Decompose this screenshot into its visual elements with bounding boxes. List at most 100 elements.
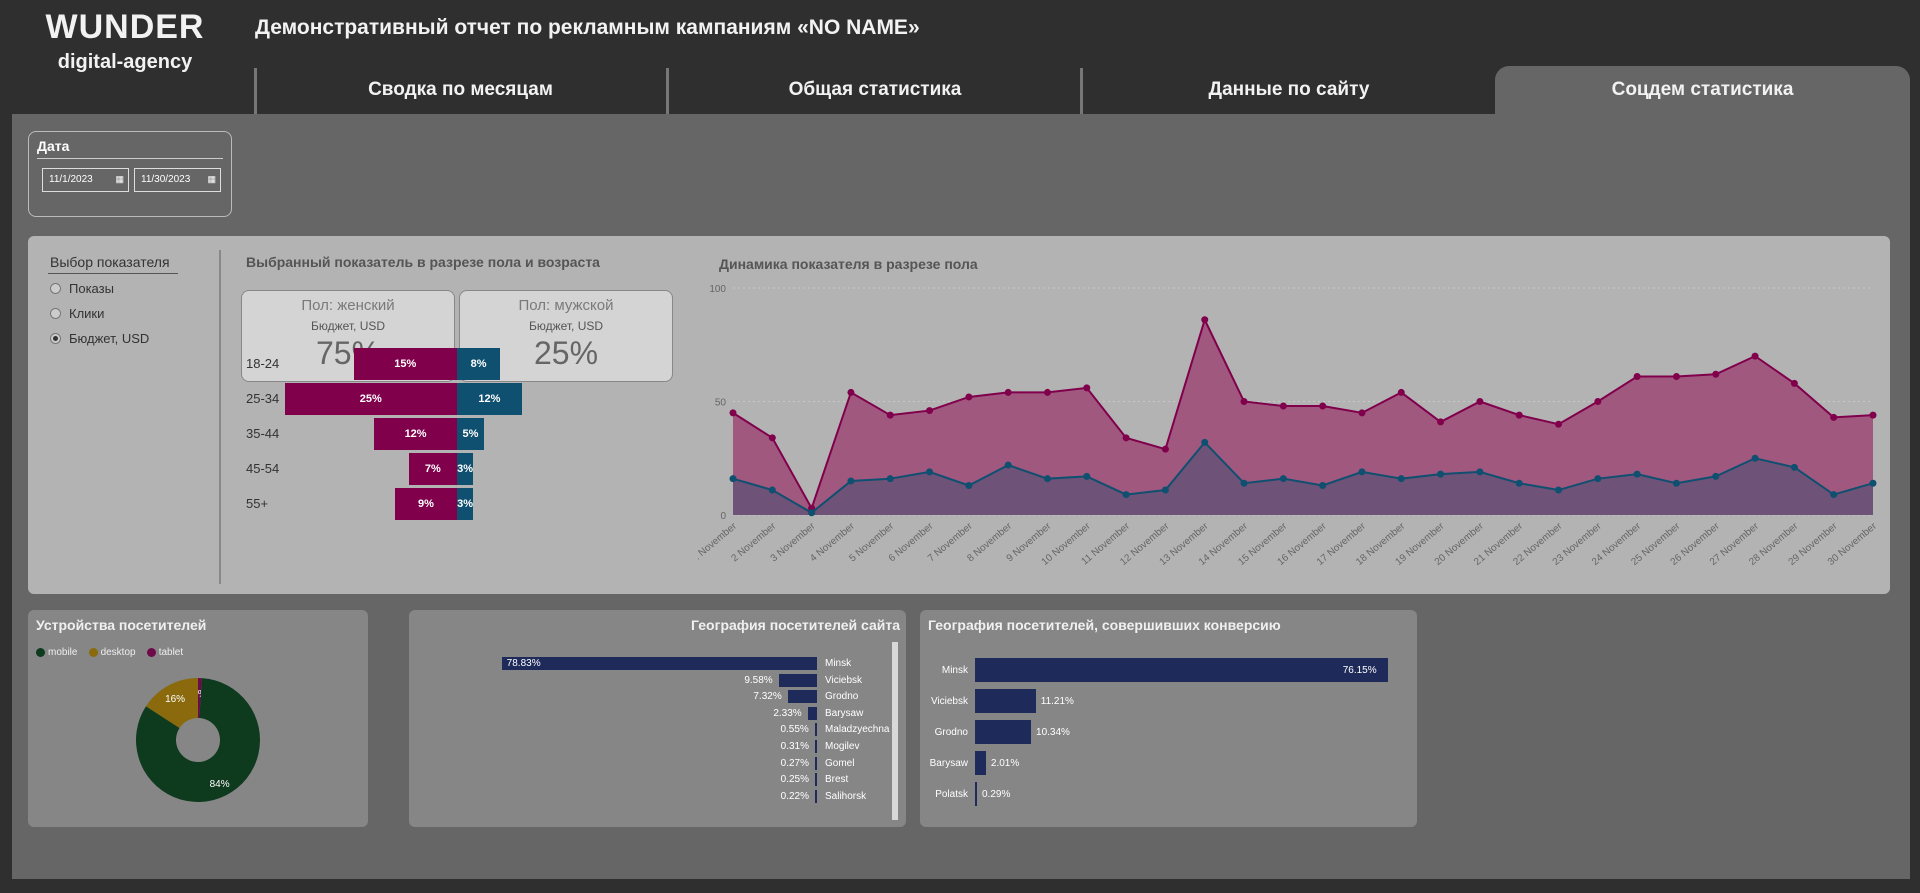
donut-slice-mobile[interactable] [136,678,260,802]
data-point[interactable] [1161,445,1169,453]
data-point[interactable] [1555,420,1563,428]
data-point[interactable] [1083,472,1091,480]
calendar-icon[interactable]: ▦ [207,174,216,184]
data-point[interactable] [1476,398,1484,405]
geo-site-label: Minsk [825,658,852,669]
data-point[interactable] [1751,454,1759,462]
radio-budget[interactable]: Бюджет, USD [50,331,149,346]
end-date-input[interactable]: 11/30/2023 ▦ [134,168,221,192]
geo-site-scrollbar[interactable] [892,642,898,820]
data-point[interactable] [1869,479,1877,487]
data-point[interactable] [1122,491,1130,499]
data-point[interactable] [1004,461,1012,469]
radio-icon [50,308,61,319]
data-point[interactable] [1043,475,1051,483]
data-point[interactable] [1279,402,1287,410]
geo-site-value: 0.27% [780,757,809,769]
data-point[interactable] [1397,388,1405,396]
data-point[interactable] [1279,475,1287,483]
data-point[interactable] [1397,475,1405,483]
data-point[interactable] [1240,479,1248,487]
date-slicer: Дата 11/1/2023 ▦ 11/30/2023 ▦ [28,131,232,217]
data-point[interactable] [729,409,737,417]
female-card-metric: Бюджет, USD [310,319,386,333]
tab-sociodem-stats[interactable]: Соцдем статистика [1495,66,1910,114]
radio-clicks[interactable]: Клики [50,306,104,321]
data-point[interactable] [1672,373,1680,381]
data-point[interactable] [926,468,934,476]
geo-site-label: Gomel [825,757,855,769]
data-point[interactable] [768,486,776,494]
data-point[interactable] [1790,463,1798,471]
geo-conv-value: 11.21% [1040,696,1074,707]
tab-divider [254,68,257,114]
data-point[interactable] [965,393,973,401]
geo-conv-label: Grodno [934,727,968,738]
geo-conv-bar [975,689,1036,713]
female-bar: 25% [284,383,457,415]
data-point[interactable] [1555,486,1563,494]
start-date-input[interactable]: 11/1/2023 ▦ [42,168,129,192]
data-point[interactable] [1240,398,1248,405]
data-point[interactable] [1712,370,1720,378]
data-point[interactable] [1358,468,1366,476]
y-tick-label: 50 [715,398,727,409]
logo-line2: digital-agency [57,51,193,73]
geo-site-value: 78.83% [506,658,541,669]
legend-label: tablet [158,647,184,658]
y-tick-label: 0 [720,511,726,522]
data-point[interactable] [1515,411,1523,419]
data-point[interactable] [1594,398,1602,405]
donut-slice-tablet[interactable] [198,678,202,719]
data-point[interactable] [886,475,894,483]
radio-impressions[interactable]: Показы [50,281,114,296]
devices-title: Устройства посетителей [36,617,207,633]
data-point[interactable] [1319,481,1327,489]
data-point[interactable] [1712,472,1720,480]
data-point[interactable] [808,509,816,517]
data-point[interactable] [1437,418,1445,426]
y-tick-label: 100 [709,284,726,295]
data-point[interactable] [1201,316,1209,324]
tab-monthly-summary[interactable]: Сводка по месяцам [368,79,553,100]
data-point[interactable] [1751,352,1759,360]
data-point[interactable] [1201,438,1209,446]
tab-site-data[interactable]: Данные по сайту [1208,79,1370,100]
data-point[interactable] [965,481,973,489]
data-point[interactable] [1633,470,1641,478]
data-point[interactable] [847,477,855,485]
data-point[interactable] [1672,479,1680,487]
data-point[interactable] [1083,384,1091,392]
data-point[interactable] [1830,491,1838,499]
data-point[interactable] [1633,373,1641,381]
data-point[interactable] [1319,402,1327,410]
tab-general-stats[interactable]: Общая статистика [788,79,962,100]
data-point[interactable] [1594,475,1602,483]
data-point[interactable] [1161,486,1169,494]
data-point[interactable] [926,407,934,415]
data-point[interactable] [1004,388,1012,396]
dynamics-title: Динамика показателя в разрезе пола [719,256,978,272]
calendar-icon[interactable]: ▦ [115,174,124,184]
age-label: 35-44 [246,426,280,441]
divider [37,158,223,159]
geo-site-value: 0.22% [780,790,809,802]
donut-slice-desktop[interactable] [145,678,198,729]
data-point[interactable] [1830,413,1838,421]
data-point[interactable] [1476,468,1484,476]
data-point[interactable] [886,411,894,419]
data-point[interactable] [768,434,776,442]
data-point[interactable] [1869,411,1877,419]
data-point[interactable] [1515,479,1523,487]
data-point[interactable] [847,388,855,396]
male-bar: 8% [457,348,501,380]
data-point[interactable] [1437,470,1445,478]
data-point[interactable] [1358,409,1366,417]
data-point[interactable] [1043,388,1051,396]
logo: WUNDER digital-agency [40,8,210,74]
data-point[interactable] [729,475,737,483]
data-point[interactable] [1122,434,1130,442]
data-point[interactable] [1790,379,1798,387]
geo-site-bar [815,756,817,770]
geo-site-bar [778,673,817,687]
